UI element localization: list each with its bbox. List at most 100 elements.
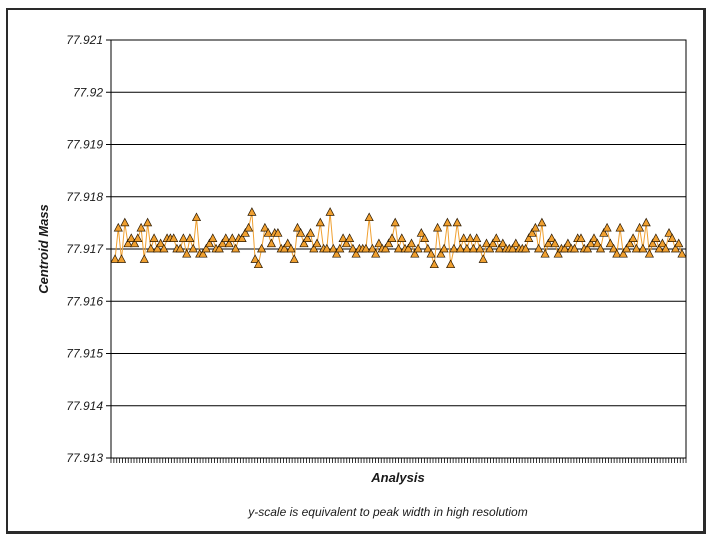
data-point [543, 238, 553, 248]
y-tick-label: 77.918 [66, 190, 103, 204]
data-point [231, 243, 241, 253]
data-point [511, 238, 521, 248]
data-point [149, 233, 159, 242]
data-point [599, 228, 609, 237]
data-point [429, 259, 439, 269]
data-point [592, 238, 602, 248]
data-point [661, 243, 671, 253]
data-point [296, 228, 306, 237]
data-point [481, 238, 492, 248]
data-point [263, 228, 273, 237]
data-point [133, 233, 143, 242]
data-point [198, 248, 208, 258]
data-point [201, 243, 211, 253]
y-tick-label: 77.917 [66, 242, 104, 256]
data-point [240, 228, 250, 237]
data-point [605, 238, 615, 248]
data-point [667, 233, 677, 242]
data-point [185, 233, 195, 242]
data-point [426, 248, 436, 258]
y-tick-labels: 77.913 77.914 77.915 77.916 77.917 77.918 77.9… [66, 33, 104, 465]
y-tick-label: 77.915 [66, 347, 103, 361]
data-point [312, 238, 322, 248]
data-point [247, 207, 257, 216]
data-point [299, 238, 309, 248]
y-tick-label: 77.92 [73, 85, 103, 99]
data-point [283, 238, 293, 248]
y-tick-label: 77.919 [66, 138, 103, 152]
data-point [439, 243, 449, 253]
data-point [315, 217, 325, 227]
data-point [214, 243, 224, 253]
data-point [361, 243, 371, 253]
data-point [120, 217, 130, 227]
data-point [364, 212, 374, 222]
data-point [325, 207, 335, 216]
chart-frame: 77.913 77.914 77.915 77.916 77.917 77.918 77.9… [6, 8, 706, 534]
x-axis-title: Analysis [370, 470, 424, 485]
data-point [638, 243, 648, 253]
y-axis-title: Centroid Mass [36, 204, 51, 294]
data-point [670, 243, 681, 253]
data-point [612, 248, 622, 258]
data-point [345, 233, 355, 242]
data-point [371, 248, 381, 258]
chart-svg: 77.913 77.914 77.915 77.916 77.917 77.918 77.9… [36, 33, 687, 519]
data-point [677, 248, 687, 258]
data-point [459, 233, 469, 242]
data-point [152, 243, 162, 253]
data-point [227, 233, 237, 242]
data-point [113, 222, 123, 232]
data-point [416, 228, 426, 237]
data-point [569, 243, 580, 253]
data-point [485, 243, 495, 253]
data-point [595, 243, 606, 253]
data-point [188, 243, 198, 253]
data-point [384, 238, 394, 248]
data-point [159, 243, 169, 253]
data-point [390, 217, 400, 227]
data-point [335, 243, 345, 253]
y-tick-label: 77.916 [66, 294, 103, 308]
data-point [521, 243, 531, 253]
y-tick-label: 77.913 [66, 451, 103, 465]
data-point [657, 238, 667, 248]
data-point [547, 233, 557, 242]
data-point [178, 233, 188, 242]
data-point [260, 222, 270, 232]
data-point [494, 243, 505, 253]
data-point [475, 243, 485, 253]
data-point [410, 248, 420, 258]
data-point [221, 233, 231, 242]
data-point [224, 238, 234, 248]
data-point [641, 217, 651, 227]
data-point [449, 243, 459, 253]
data-point [208, 233, 218, 242]
gridlines [106, 39, 686, 459]
data-point [302, 233, 312, 242]
data-point [563, 238, 573, 248]
data-point [420, 233, 430, 242]
data-point [576, 233, 586, 242]
data-point [452, 217, 462, 227]
data-point [110, 254, 120, 263]
data-point [625, 238, 635, 248]
data-point [468, 243, 478, 253]
data-point [508, 243, 518, 253]
data-point [374, 238, 384, 248]
data-point [455, 243, 465, 253]
data-point [436, 248, 446, 258]
plot-area [110, 39, 687, 459]
data-point [286, 243, 296, 253]
data-point [367, 243, 377, 253]
data-point [413, 243, 423, 253]
data-point [380, 243, 391, 253]
data-point [615, 222, 625, 232]
data-point [244, 222, 254, 232]
data-point [609, 243, 619, 253]
data-point [406, 238, 417, 248]
data-point [664, 228, 674, 237]
data-point [305, 228, 316, 237]
data-point [328, 243, 338, 253]
data-point [582, 243, 593, 253]
